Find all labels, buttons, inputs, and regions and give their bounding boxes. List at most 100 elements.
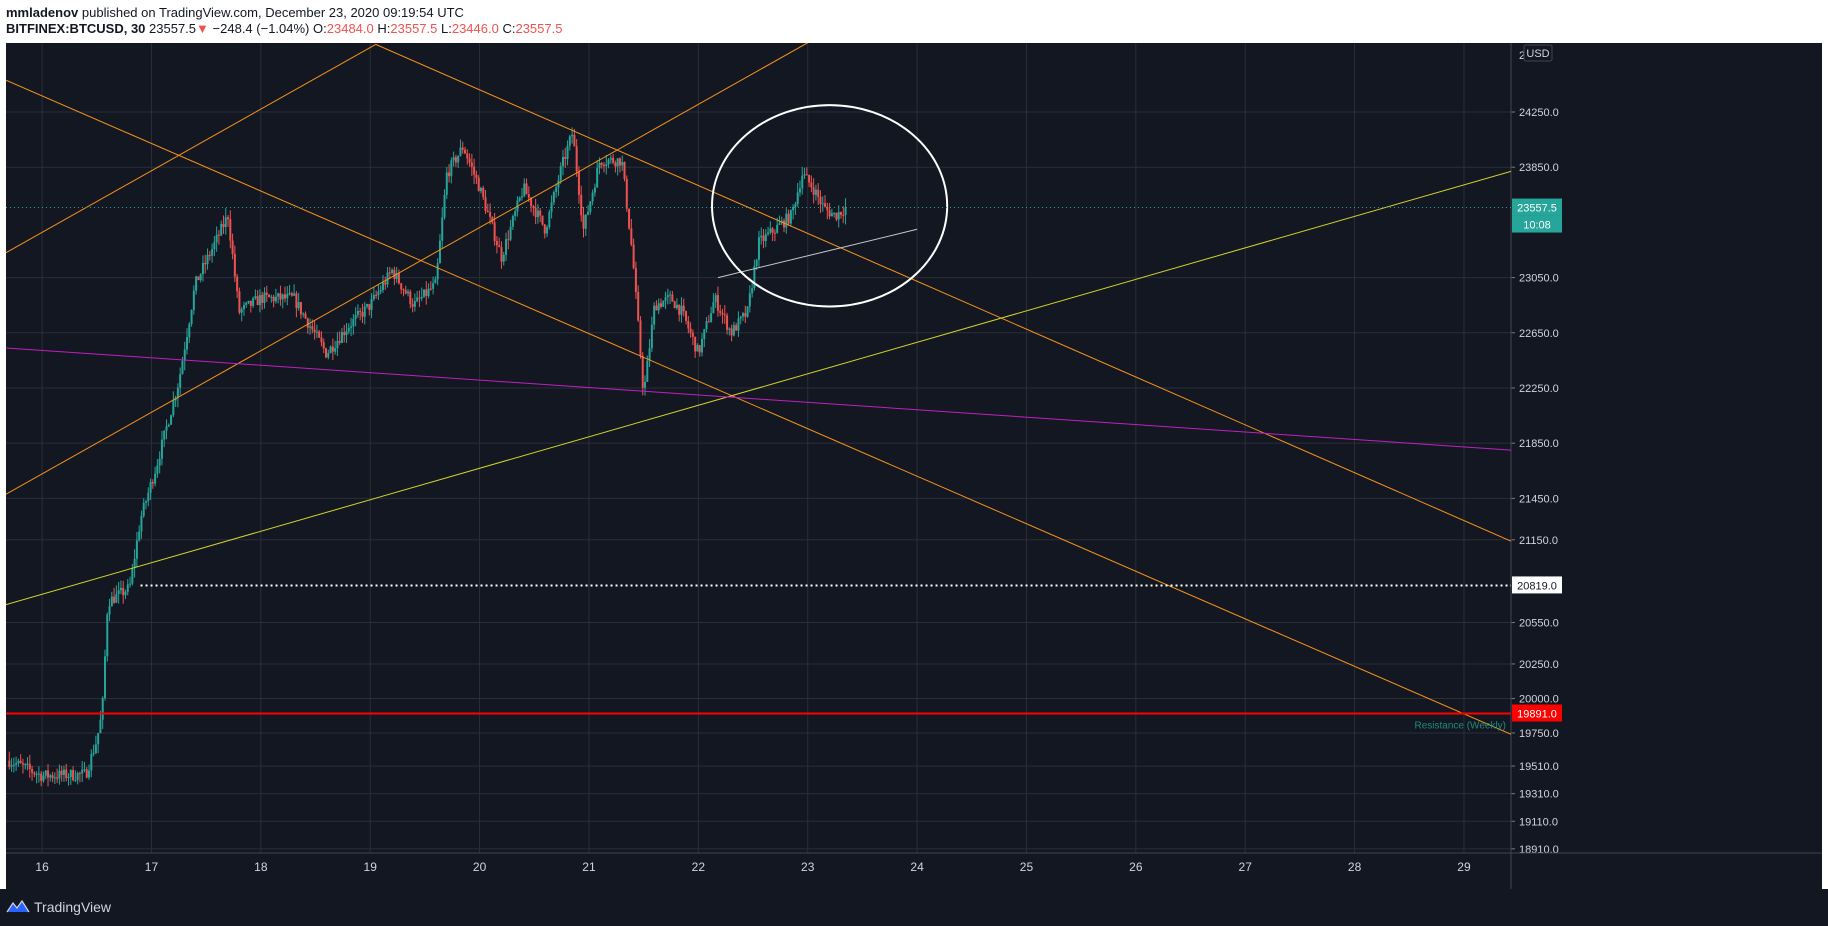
candle-body <box>347 327 350 332</box>
candle-body <box>252 298 255 306</box>
candle-body <box>56 777 59 779</box>
x-tick-label: 27 <box>1239 860 1253 874</box>
candle-body <box>614 162 617 167</box>
dotted-level-price-badge <box>1512 576 1562 594</box>
candle-body <box>787 213 790 224</box>
y-tick-label: 21850.0 <box>1519 438 1559 450</box>
candle-body <box>675 304 678 309</box>
candle-body <box>15 763 18 765</box>
candle-body <box>760 235 763 238</box>
candle-body <box>138 531 141 541</box>
candle-body <box>432 283 435 289</box>
candle-body <box>473 166 476 175</box>
price-chart[interactable]: 16 17 18 19 20 21 22 23 24 25 26 27 28 29 24250.0 23850… <box>6 43 1822 889</box>
tradingview-brand[interactable]: TradingView <box>34 899 112 915</box>
candle-body <box>418 297 421 299</box>
candle-body <box>552 192 555 203</box>
header-bar: mmladenov published on TradingView.com, … <box>0 0 1828 42</box>
candle-body <box>78 772 81 774</box>
candle-body <box>582 215 585 229</box>
candle-body <box>397 273 400 284</box>
candle-body <box>297 302 300 309</box>
candle-body <box>664 297 667 302</box>
y-tick-label: 21450.0 <box>1519 493 1559 505</box>
candle-body <box>707 321 710 323</box>
candle-body <box>74 779 77 781</box>
candle-body <box>801 175 804 189</box>
candle-body <box>748 293 751 307</box>
symbol-label: BITFINEX:BTCUSD, 30 <box>6 21 146 36</box>
candle-body <box>320 337 323 343</box>
candle-body <box>386 272 389 285</box>
tradingview-logo-icon[interactable] <box>6 899 30 915</box>
x-tick-label: 18 <box>254 860 268 874</box>
candle-body <box>58 770 61 779</box>
close-label: C: <box>502 21 516 36</box>
candle-body <box>343 332 346 336</box>
candle-body <box>470 162 473 167</box>
last-price-badge <box>1512 198 1562 216</box>
candle-body <box>596 168 599 188</box>
candle-body <box>605 164 608 166</box>
candle-body <box>67 776 70 779</box>
candle-body <box>489 212 492 217</box>
candle-body <box>514 211 517 217</box>
candle-body <box>381 282 384 291</box>
candle-body <box>427 288 430 296</box>
candle-body <box>334 348 337 352</box>
candle-body <box>263 292 266 303</box>
candle-body <box>12 764 15 766</box>
candle-body <box>224 217 227 228</box>
candle-body <box>81 769 84 774</box>
candle-body <box>288 293 291 295</box>
y-tick-label: 19110.0 <box>1519 816 1558 828</box>
candle-body <box>598 162 601 169</box>
candle-body <box>28 763 31 770</box>
candle-body <box>612 157 615 163</box>
candle-body <box>477 177 480 192</box>
candle-body <box>557 180 560 188</box>
y-tick-label-partial: 2 <box>1519 50 1525 62</box>
candle-body <box>534 207 537 218</box>
candle-body <box>8 760 11 767</box>
candle-body <box>746 306 749 317</box>
candle-body <box>584 214 587 229</box>
x-tick-label: 16 <box>35 860 49 874</box>
candle-body <box>10 765 13 767</box>
candle-body <box>728 328 731 330</box>
candle-body <box>507 239 510 241</box>
author-name[interactable]: mmladenov <box>6 5 79 20</box>
candle-body <box>792 206 795 211</box>
candle-body <box>814 189 817 195</box>
candle-body <box>272 296 275 302</box>
candle-body <box>719 310 722 313</box>
magenta-trend-line <box>6 347 1511 451</box>
resistance-annotation: Resistance (Weekly) <box>1414 720 1506 731</box>
candle-body <box>817 189 820 197</box>
candle-body <box>236 276 239 292</box>
dotted-level-price-label: 20819.0 <box>1517 580 1557 592</box>
candle-body <box>345 331 348 336</box>
candle-body <box>568 136 571 146</box>
candle-body <box>186 337 189 350</box>
candle-body <box>753 265 756 289</box>
low-value: 23446.0 <box>451 21 499 36</box>
candle-body <box>336 340 339 349</box>
candle-body <box>468 158 471 163</box>
candle-body <box>662 301 665 307</box>
candle-body <box>154 473 157 484</box>
candle-body <box>541 215 544 225</box>
candle-body <box>639 320 642 357</box>
candle-body <box>600 162 603 165</box>
candle-body <box>245 302 248 305</box>
candle-body <box>445 172 448 195</box>
candle-body <box>618 158 621 166</box>
candle-body <box>163 430 166 440</box>
y-tick-label: 19750.0 <box>1519 728 1559 740</box>
candle-body <box>621 162 624 166</box>
candle-body <box>327 352 330 358</box>
candle-body <box>268 294 271 298</box>
candle-body <box>844 207 847 216</box>
candle-body <box>402 289 405 291</box>
candle-body <box>685 311 688 321</box>
